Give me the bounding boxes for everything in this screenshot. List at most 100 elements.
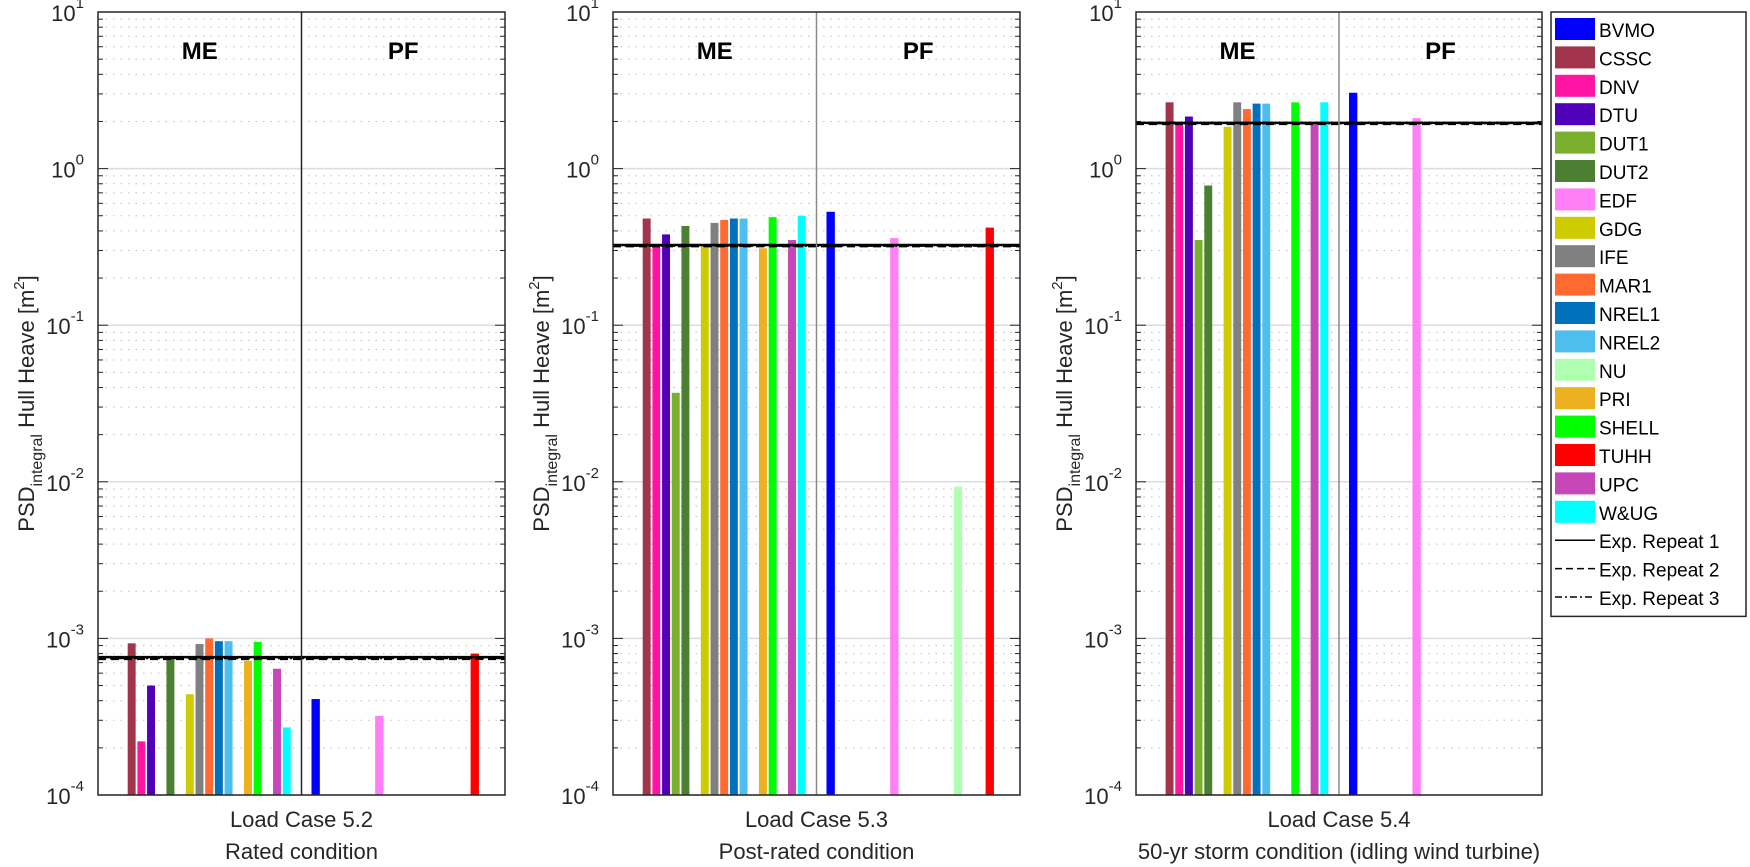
legend-item: DUT2 [1555, 160, 1649, 184]
y-label-end: ] [529, 275, 554, 281]
bar-me-upc [788, 239, 796, 795]
bar-me-dtu [1184, 116, 1193, 795]
bar-pf-bvmo [311, 699, 320, 795]
bar-pf-tuhh [985, 227, 994, 795]
y-tick-exponent: -2 [1109, 465, 1122, 482]
y-label-main: PSD [529, 486, 554, 531]
bar-me-nrel1 [729, 218, 738, 795]
bar-me-nrel2 [739, 218, 748, 795]
bar-me-cssc [127, 643, 136, 795]
bar-me-dnv [652, 244, 661, 795]
y-tick-label: 10-2 [561, 465, 599, 496]
bar-pf-edf [890, 238, 899, 796]
legend-swatch [1555, 302, 1595, 324]
legend-swatch [1555, 216, 1595, 239]
y-tick-exponent: -4 [71, 778, 84, 795]
y-label-rest: Hull Heave [m [1052, 290, 1077, 434]
bar-me-gdg [700, 244, 709, 795]
legend-item: Exp. Repeat 1 [1555, 532, 1719, 553]
y-tick-label: 101 [51, 0, 84, 26]
y-tick-exponent: 0 [591, 152, 599, 169]
legend-item: NREL1 [1555, 302, 1660, 326]
axes-box [1135, 11, 1543, 796]
y-label-rest: Hull Heave [m [529, 290, 554, 434]
y-tick-base: 10 [46, 784, 70, 809]
bar-me-dut2 [1204, 185, 1213, 795]
y-tick-base: 10 [1084, 471, 1108, 496]
y-axis-label: PSDintegral Hull Heave [m2] [526, 275, 561, 531]
region-label-pf: PF [1425, 38, 1456, 65]
legend-swatch [1555, 188, 1595, 211]
legend-item: DUT1 [1555, 131, 1649, 156]
bar-me-mar1 [720, 219, 729, 796]
y-tick-exponent: -1 [71, 308, 84, 325]
legend-swatch [1555, 160, 1595, 182]
y-tick-exponent: -4 [1109, 778, 1122, 795]
x-axis-label: Load Case 5.3 [745, 807, 888, 832]
bar-me-upc [273, 668, 281, 795]
legend-label: NREL2 [1599, 333, 1660, 354]
y-axis-label: PSDintegral Hull Heave [m2] [11, 275, 46, 531]
y-tick-label: 10-1 [46, 308, 84, 339]
legend-item: NREL2 [1555, 330, 1660, 354]
region-label-me: ME [1220, 38, 1256, 65]
x-axis-subtitle: 50-yr storm condition (idling wind turbi… [1138, 839, 1540, 864]
y-tick-label: 100 [1089, 152, 1122, 183]
axes-box [612, 11, 1021, 796]
y-label-main: PSD [1052, 486, 1077, 531]
legend-item: NU [1555, 358, 1626, 383]
y-tick-label: 101 [1089, 0, 1122, 26]
x-axis-label: Load Case 5.4 [1267, 807, 1410, 832]
bar-me-mar1 [205, 638, 214, 795]
bar-me-cssc [1165, 102, 1174, 795]
bar-pf-edf [1412, 118, 1421, 796]
legend-item: DNV [1555, 74, 1639, 99]
bar-me-ife [710, 222, 719, 795]
legend-label: MAR1 [1599, 277, 1652, 298]
bar-me-gdg [1223, 126, 1232, 795]
legend-label: DNV [1599, 78, 1639, 99]
bar-me-shell [768, 217, 777, 795]
legend-label: UPC [1599, 475, 1639, 496]
bar-me-dut1 [671, 392, 680, 795]
y-tick-label: 10-2 [46, 465, 84, 496]
legend-item: GDG [1555, 216, 1642, 241]
legend-swatch [1555, 387, 1595, 410]
bar-me-dnv [137, 741, 146, 795]
bar-me-dtu [662, 234, 671, 795]
legend-swatch [1555, 472, 1595, 495]
legend-item: EDF [1555, 188, 1637, 212]
axes-box [97, 11, 506, 796]
legend-swatch [1555, 358, 1595, 381]
y-tick-exponent: -2 [586, 465, 599, 482]
y-label-superscript: 2 [11, 281, 28, 289]
legend-swatch [1555, 245, 1595, 268]
legend-item: IFE [1555, 245, 1629, 269]
y-tick-label: 10-3 [46, 621, 84, 652]
bar-me-dnv [1175, 123, 1184, 795]
legend-item: BVMO [1555, 18, 1655, 42]
y-tick-base: 10 [566, 1, 590, 26]
y-label-end: ] [1052, 275, 1077, 281]
y-tick-exponent: -3 [1109, 621, 1122, 638]
legend-item: CSSC [1555, 46, 1652, 70]
bar-me-nrel2 [1262, 103, 1271, 795]
y-tick-base: 10 [566, 158, 590, 183]
region-label-pf: PF [388, 38, 419, 65]
legend-item: TUHH [1555, 444, 1652, 468]
legend-label: Exp. Repeat 3 [1599, 589, 1719, 610]
y-tick-exponent: 1 [591, 0, 599, 12]
legend-item: PRI [1555, 387, 1631, 411]
legend-label: NU [1599, 362, 1626, 383]
y-tick-base: 10 [46, 627, 70, 652]
legend-label: DUT2 [1599, 163, 1649, 184]
bar-me-gdg [185, 694, 194, 795]
y-tick-base: 10 [1084, 784, 1108, 809]
legend-label: DUT1 [1599, 135, 1649, 156]
bar-me-upc [1310, 123, 1319, 795]
region-label-pf: PF [903, 38, 934, 65]
legend-label: Exp. Repeat 1 [1599, 532, 1719, 553]
legend-swatch [1555, 273, 1595, 296]
y-tick-label: 10-1 [561, 308, 599, 339]
